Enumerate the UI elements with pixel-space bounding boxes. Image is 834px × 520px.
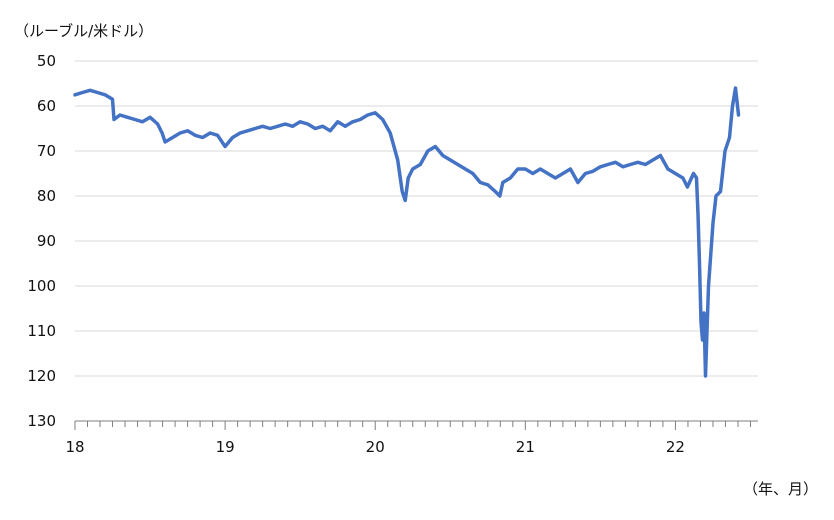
series-layer	[73, 86, 741, 378]
y-tick-label: 100	[27, 277, 56, 295]
y-tick-label: 60	[37, 97, 56, 115]
series-line	[73, 86, 741, 378]
y-tick-label: 70	[37, 142, 56, 160]
y-tick-label: 90	[37, 232, 56, 250]
y-axis: 50 60 70 80 90 100 110 120 130	[27, 52, 56, 430]
x-axis-label: （年、月）	[743, 480, 818, 498]
y-tick-label: 110	[27, 322, 56, 340]
x-axis: 18 19 20 21 22	[65, 420, 758, 456]
y-tick-label: 50	[37, 52, 56, 70]
grid-lines	[75, 60, 758, 377]
y-tick-label: 80	[37, 187, 56, 205]
y-tick-label: 130	[27, 412, 56, 430]
x-tick-label: 19	[216, 438, 235, 456]
x-tick-label: 18	[65, 438, 84, 456]
x-tick-label: 21	[516, 438, 535, 456]
y-tick-label: 120	[27, 367, 56, 385]
unit-label: （ルーブル/米ドル）	[14, 22, 153, 40]
x-tick-label: 20	[366, 438, 385, 456]
x-tick-label: 22	[666, 438, 685, 456]
